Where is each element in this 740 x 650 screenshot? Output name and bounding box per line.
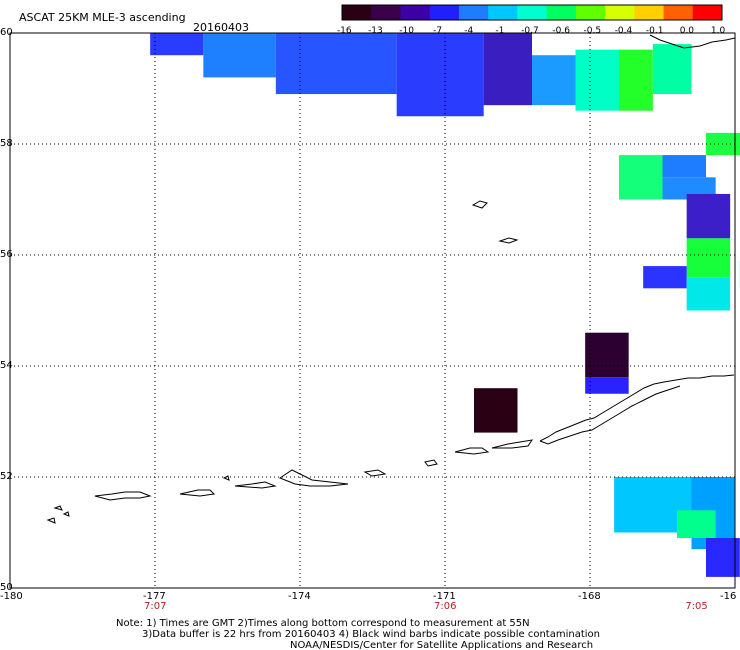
- colorbar-segment: [663, 5, 694, 20]
- alaska-peninsula-coast: [539, 374, 735, 445]
- colorbar-segment: [429, 5, 460, 20]
- swath-block: [483, 33, 532, 106]
- colorbar-label: -0.6: [552, 26, 570, 36]
- colorbar-segment: [605, 5, 635, 20]
- swath-block: [532, 55, 576, 106]
- note-line-3: NOAA/NESDIS/Center for Satellite Applica…: [290, 640, 594, 650]
- lon-tick-label: -171: [433, 591, 456, 602]
- colorbar-label: -0.1: [645, 26, 664, 36]
- aleutian-islands: [94, 439, 534, 501]
- colorbar-segment: [575, 5, 606, 20]
- time-label: 7:06: [434, 601, 457, 612]
- colorbar-segment: [692, 5, 723, 20]
- lat-tick-label: 54: [0, 360, 13, 371]
- lat-tick-label: 56: [0, 249, 13, 260]
- swath-block: [275, 33, 397, 95]
- colorbar-label: -0.5: [583, 26, 602, 36]
- map-frame: [9, 32, 736, 589]
- lon-tick-label: -180: [0, 591, 23, 602]
- graticule: [10, 33, 735, 588]
- colorbar-label: -10: [399, 26, 414, 36]
- colorbar-label: 0.0: [679, 26, 695, 36]
- date-label: 20160403: [193, 21, 249, 34]
- swath-block: [575, 49, 619, 111]
- lat-tick-label: 52: [0, 471, 13, 482]
- swath-block: [585, 377, 629, 394]
- swath-block: [686, 277, 731, 311]
- swath-block: [474, 388, 518, 433]
- swath-block: [396, 33, 484, 117]
- lat-tick-label: 58: [0, 138, 13, 149]
- pribilof-islands: [471, 200, 519, 244]
- colorbar: [341, 4, 723, 21]
- colorbar-segment: [488, 5, 518, 20]
- note-line-1: Note: 1) Times are GMT 2)Times along bot…: [116, 618, 530, 629]
- swath-block: [585, 332, 629, 378]
- lon-tick-label: -168: [578, 591, 601, 602]
- coastline: [46, 34, 736, 524]
- swath-block: [686, 238, 731, 278]
- lon-tick-label: -177: [143, 591, 166, 602]
- colorbar-label: -16: [336, 26, 352, 36]
- time-label: 7:05: [685, 601, 708, 612]
- swath-block: [652, 44, 692, 95]
- colorbar-label: -0.7: [521, 26, 539, 36]
- swath-block: [677, 510, 716, 539]
- north-coast: [649, 34, 736, 49]
- swath-block: [662, 155, 706, 178]
- lat-tick-label: 60: [0, 27, 13, 38]
- swath-block: [203, 33, 276, 78]
- swath-block: [619, 49, 653, 111]
- lon-tick-label: -16: [720, 591, 737, 602]
- title: ASCAT 25KM MLE-3 ascending: [19, 11, 186, 24]
- wind-swath: [150, 33, 740, 577]
- time-label: 7:07: [144, 601, 167, 612]
- swath-block: [150, 33, 204, 56]
- colorbar-segment: [371, 5, 401, 20]
- colorbar-segment: [517, 5, 548, 20]
- lat-tick-label: 50: [0, 582, 13, 593]
- note-line-2: 3)Data buffer is 22 hrs from 20160403 4)…: [142, 629, 600, 640]
- colorbar-label: -1: [495, 26, 505, 36]
- colorbar-segment: [546, 5, 577, 20]
- colorbar-border: [341, 4, 723, 21]
- small-islets: [46, 475, 230, 524]
- colorbar-segment: [342, 5, 372, 20]
- colorbar-label: -7: [433, 26, 443, 36]
- swath-block: [643, 266, 687, 289]
- swath-block: [706, 538, 740, 577]
- swath-block: [619, 155, 663, 200]
- colorbar-segment: [634, 5, 665, 20]
- colorbar-label: -13: [368, 26, 383, 36]
- colorbar-segment: [400, 5, 431, 20]
- colorbar-label: -0.4: [614, 26, 633, 36]
- lon-tick-label: -174: [288, 591, 311, 602]
- colorbar-segment: [458, 5, 489, 20]
- swath-block: [686, 193, 731, 239]
- colorbar-label: 1.0: [710, 26, 726, 36]
- colorbar-label: -4: [464, 26, 474, 36]
